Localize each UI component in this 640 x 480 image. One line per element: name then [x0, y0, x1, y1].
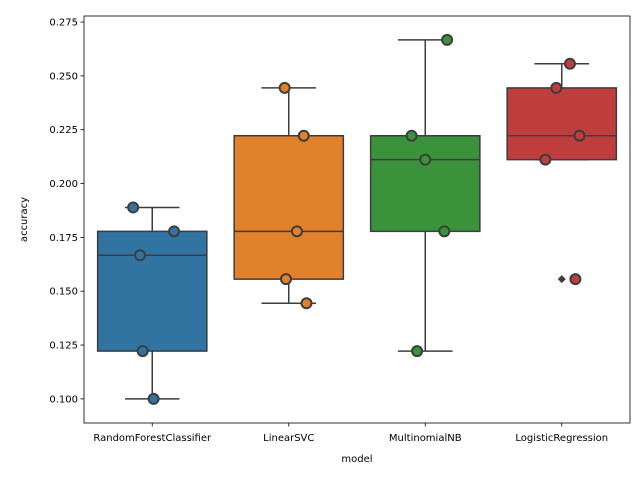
data-point — [411, 345, 424, 358]
data-point — [168, 225, 181, 238]
box-layer — [96, 39, 618, 400]
data-point — [280, 273, 293, 286]
data-point — [147, 392, 160, 405]
data-point — [438, 225, 451, 238]
outlier-marker — [557, 275, 566, 284]
data-point — [133, 249, 146, 262]
data-point — [563, 57, 576, 70]
box-RandomForestClassifier — [96, 230, 208, 352]
data-point — [300, 297, 313, 310]
y-tick-label: 0.250 — [49, 71, 78, 82]
data-point — [297, 129, 310, 142]
plot-area-frame — [83, 15, 631, 424]
y-tick-label: 0.175 — [49, 233, 78, 244]
data-point — [278, 81, 291, 94]
y-tick-label: 0.275 — [49, 18, 78, 29]
y-axis-title: accuracy — [19, 197, 30, 242]
y-tick-label: 0.150 — [49, 287, 78, 298]
data-point — [441, 33, 454, 46]
box-LinearSVC — [233, 134, 345, 280]
data-point — [405, 129, 418, 142]
strip-points-layer — [127, 33, 586, 405]
data-point — [539, 153, 552, 166]
x-axis-title: model — [341, 454, 372, 465]
x-tick-label: MultinomialNB — [389, 433, 462, 444]
box-LogisticRegression — [506, 87, 618, 161]
data-point — [569, 273, 582, 286]
y-tick-label: 0.225 — [49, 125, 78, 136]
data-point — [419, 153, 432, 166]
data-point — [550, 81, 563, 94]
x-tick-label: LogisticRegression — [515, 433, 608, 444]
y-tick-label: 0.100 — [49, 394, 78, 405]
x-tick-label: RandomForestClassifier — [93, 433, 212, 444]
box-MultinomialNB — [369, 134, 481, 233]
data-point — [127, 201, 140, 214]
data-point — [136, 345, 149, 358]
y-tick-label: 0.200 — [49, 179, 78, 190]
data-point — [573, 129, 586, 142]
data-point — [290, 225, 303, 238]
x-axis: RandomForestClassifier LinearSVC Multinomi… — [93, 423, 608, 444]
y-axis: 0.100 0.125 0.150 0.175 0.200 0.225 0.250 0.275 — [49, 18, 84, 405]
x-tick-label: LinearSVC — [263, 433, 314, 444]
y-tick-label: 0.125 — [49, 341, 78, 352]
